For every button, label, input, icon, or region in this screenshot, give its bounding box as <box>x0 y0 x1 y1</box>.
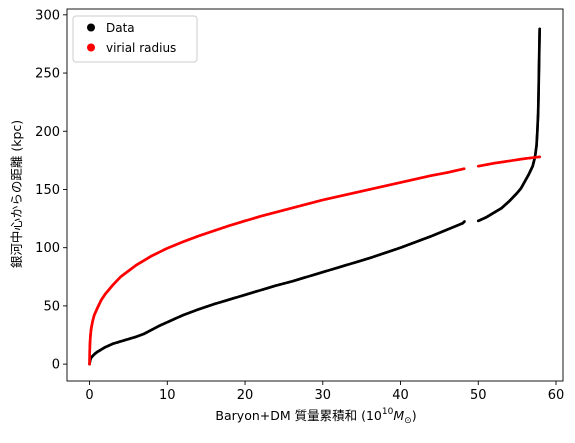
legend-marker-virial-radius <box>87 43 95 52</box>
x-axis-label-close: ) <box>412 408 417 423</box>
data-point <box>462 167 466 171</box>
data-point <box>538 155 542 159</box>
data-point <box>538 27 542 31</box>
x-tick-label: 60 <box>548 388 565 403</box>
x-tick-label: 40 <box>392 388 409 403</box>
y-tick-label: 150 <box>35 183 60 198</box>
axes-frame <box>66 8 564 382</box>
y-axis-label: 銀河中心からの距離 (kpc) <box>9 120 24 268</box>
y-tick-label: 100 <box>35 241 60 256</box>
x-axis-label: Baryon+DM 質量累積和 (1010M⊙) <box>215 407 416 426</box>
axes: 0 10 20 30 40 50 60 0 50 100 150 200 250 300 <box>35 8 564 403</box>
y-tick-label: 250 <box>35 67 60 82</box>
legend-frame <box>72 15 198 63</box>
x-tick-label: 0 <box>85 388 93 403</box>
y-tick-label: 0 <box>52 358 60 373</box>
series-data <box>88 27 542 366</box>
x-tick-label: 20 <box>237 388 254 403</box>
x-axis-label-main: Baryon+DM 質量累積和 (10 <box>215 408 382 423</box>
y-tick-label: 200 <box>35 125 60 140</box>
y-tick-label: 50 <box>43 299 60 314</box>
series-virial-radius <box>88 155 542 366</box>
legend-marker-data <box>87 23 95 32</box>
legend-label-data: Data <box>106 21 135 35</box>
legend-label-virial-radius: virial radius <box>106 41 176 55</box>
data-point <box>463 220 466 223</box>
y-tick-label: 300 <box>35 8 60 23</box>
x-tick-label: 50 <box>470 388 487 403</box>
legend: Data virial radius <box>72 15 198 63</box>
x-tick-label: 10 <box>159 388 176 403</box>
plot-area <box>88 27 542 366</box>
x-axis-label-symbol: M <box>393 408 404 423</box>
x-tick-label: 30 <box>315 388 332 403</box>
x-axis-label-exponent: 10 <box>382 407 394 417</box>
x-axis-label-subscript: ⊙ <box>404 416 412 426</box>
